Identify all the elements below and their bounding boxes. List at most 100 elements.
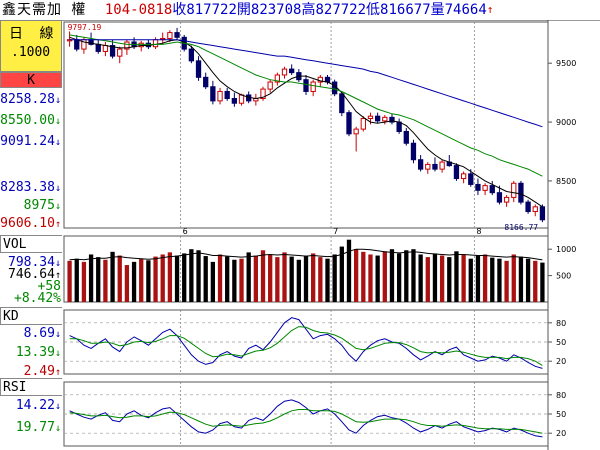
candle-body xyxy=(109,45,116,57)
volume-bar xyxy=(74,258,79,302)
down-arrow-icon: ↓ xyxy=(54,423,61,434)
volume-value: 74664 xyxy=(444,2,487,18)
indicator-value-text: 8283.38 xyxy=(0,180,55,195)
indicator-value: 8283.38↓ xyxy=(0,180,62,197)
month-label: 6 xyxy=(183,227,188,236)
period-value: .1000 xyxy=(11,45,51,60)
vol-indicator-tag[interactable]: VOL xyxy=(0,235,62,253)
candle-body xyxy=(453,165,460,180)
down-arrow-icon: ↓ xyxy=(54,329,61,340)
candle-body xyxy=(503,196,510,203)
high-label: 高 xyxy=(301,2,316,18)
candle-body xyxy=(124,41,130,50)
candle-body xyxy=(518,182,524,203)
indicator-value: +8.42% xyxy=(0,291,62,307)
candle-body xyxy=(217,90,223,102)
indicator-value: 19.77↓ xyxy=(0,420,62,437)
kd-indicator-tag[interactable]: KD xyxy=(0,307,62,325)
rsi-tick-label: 50 xyxy=(556,410,566,419)
stock-chart[interactable]: 6 7 8 8500 9000 9500 9797.19 8166.77 500 1000 20 50… xyxy=(62,20,600,450)
volume-bar xyxy=(296,259,301,302)
indicator-value-text: 8258.28 xyxy=(0,92,55,107)
candle-body xyxy=(367,115,374,120)
candle-body xyxy=(425,163,431,170)
open-label: 開 xyxy=(236,2,251,18)
candle-body xyxy=(511,182,517,198)
indicator-value-text: +58 xyxy=(37,279,61,294)
volume-bar xyxy=(346,239,352,302)
candle-body xyxy=(167,32,173,39)
volume-bar xyxy=(124,265,130,302)
volume-bar xyxy=(540,262,545,302)
volume-bar xyxy=(375,255,380,302)
volume-bar xyxy=(246,252,251,302)
indicator-value-text: 8550.00 xyxy=(0,113,55,128)
volume-bar xyxy=(475,255,481,302)
candle-body xyxy=(539,206,546,221)
low-label: 低 xyxy=(366,2,381,18)
volume-bar xyxy=(282,252,287,302)
indicator-value: 798.34↓ xyxy=(0,255,62,272)
rsi-indicator-tag[interactable]: RSI xyxy=(0,378,62,396)
candle-body xyxy=(475,183,481,191)
volume-bar xyxy=(447,257,452,302)
candle-body xyxy=(117,48,123,57)
rsi-tick-label: 80 xyxy=(556,391,566,400)
kd-tick-label: 50 xyxy=(556,338,566,347)
candle-body xyxy=(260,88,266,100)
candle-body xyxy=(374,115,381,122)
candle-body xyxy=(460,173,467,180)
volume-bar xyxy=(225,256,230,302)
candle-body xyxy=(152,39,159,48)
indicator-value-text: 13.39 xyxy=(15,345,55,360)
indicator-value: 2.49↑ xyxy=(0,364,62,381)
indicator-value: 8975↓ xyxy=(0,198,62,215)
volume-bar xyxy=(396,253,402,302)
candle-body xyxy=(332,81,338,95)
volume-bar xyxy=(232,259,237,302)
k-indicator-tag[interactable]: K xyxy=(0,72,62,88)
candle-body xyxy=(417,159,424,170)
volume-bar xyxy=(110,251,115,302)
kd-tick-label: 20 xyxy=(556,357,566,366)
volume-bar xyxy=(368,254,373,302)
volume-bar xyxy=(454,251,459,302)
volume-label: 量 xyxy=(430,2,445,18)
close-label: 收 xyxy=(172,2,187,18)
indicator-value-text: 746.64 xyxy=(8,267,55,282)
volume-bar xyxy=(361,251,366,302)
candle-body xyxy=(525,201,531,213)
indicator-value: 13.39↓ xyxy=(0,345,62,362)
volume-bar xyxy=(404,250,409,302)
month-label: 7 xyxy=(333,227,338,236)
panel-frame-price xyxy=(63,21,549,229)
candle-body xyxy=(468,173,474,185)
period-selector[interactable]: 日 線 .1000 xyxy=(0,20,62,72)
rsi-series-line xyxy=(69,399,543,438)
indicator-value-text: 14.22 xyxy=(15,398,55,413)
candle-body xyxy=(396,121,402,132)
price-ma-line xyxy=(69,36,543,208)
volume-bar xyxy=(439,255,445,302)
down-arrow-icon: ↓ xyxy=(54,183,61,194)
volume-bar xyxy=(303,255,309,302)
kd-series-line xyxy=(69,326,543,366)
open-value: 823708 xyxy=(250,2,302,18)
indicator-value: 8.69↓ xyxy=(0,326,62,343)
indicator-value: 8550.00↓ xyxy=(0,113,62,130)
volume-bar xyxy=(468,258,473,302)
index-name: 鑫天需加 權 xyxy=(2,2,87,18)
up-arrow-icon: ↑ xyxy=(54,367,61,378)
candle-body xyxy=(274,74,280,83)
volume-bar xyxy=(511,254,516,302)
volume-bar xyxy=(239,258,244,302)
down-arrow-icon: ↓ xyxy=(54,258,61,269)
volume-bar xyxy=(268,254,273,302)
volume-bar xyxy=(332,254,337,302)
volume-bar xyxy=(354,249,359,302)
volume-bar xyxy=(461,254,466,302)
close-value: 817722 xyxy=(186,2,237,18)
volume-bar xyxy=(389,249,395,302)
volume-bar xyxy=(482,254,488,302)
indicator-value: 14.22↓ xyxy=(0,398,62,415)
